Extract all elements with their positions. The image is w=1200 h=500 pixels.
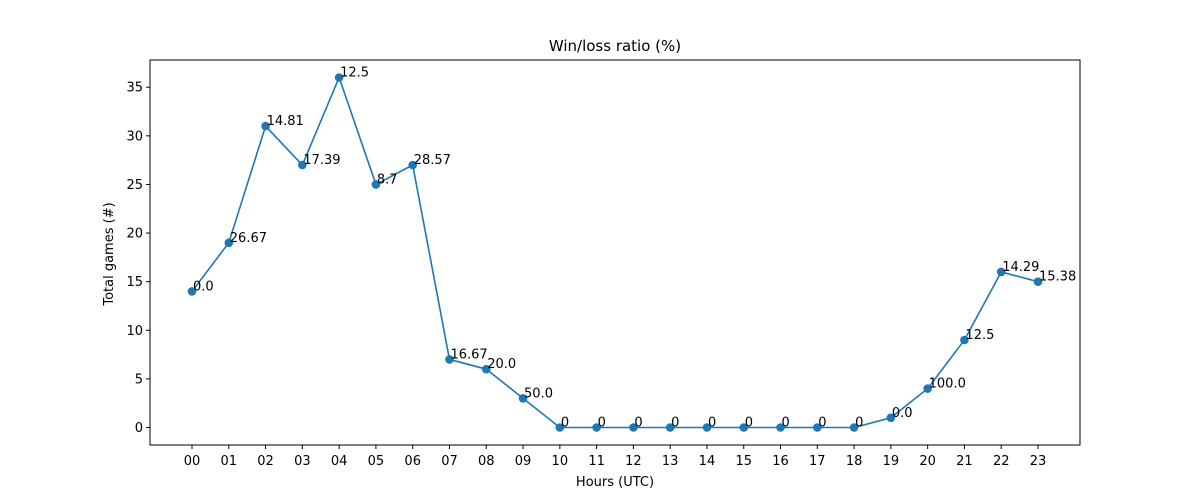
x-tick-label: 12: [625, 454, 642, 469]
data-label: 0: [598, 416, 606, 431]
data-point: [629, 423, 638, 432]
data-point: [224, 238, 234, 248]
data-label: 12.5: [965, 328, 994, 343]
data-label: 20.0: [487, 357, 516, 372]
x-tick-label: 22: [993, 454, 1010, 469]
y-tick-label: 15: [126, 275, 143, 290]
x-tick-label: 19: [883, 454, 900, 469]
data-label: 8.7: [377, 172, 398, 187]
data-point: [334, 73, 344, 82]
x-axis-label: Hours (UTC): [576, 475, 654, 490]
data-point: [408, 160, 417, 170]
data-label: 0: [782, 416, 790, 431]
x-tick-label: 07: [441, 454, 458, 469]
y-tick-label: 30: [126, 129, 143, 144]
y-tick-label: 10: [126, 324, 143, 339]
data-label: 100.0: [929, 377, 966, 392]
chart-title: Win/loss ratio (%): [549, 37, 681, 55]
data-label: 15.38: [1039, 270, 1076, 285]
data-point: [923, 384, 932, 393]
data-point: [1033, 277, 1043, 286]
x-tick-label: 05: [368, 454, 385, 469]
x-tick-label: 21: [956, 454, 973, 469]
x-tick-label: 03: [294, 454, 311, 469]
data-label: 0: [745, 416, 753, 431]
plot-frame: [149, 59, 1081, 446]
data-label: 26.67: [230, 231, 267, 246]
x-tick-label: 23: [1030, 454, 1047, 469]
data-point: [665, 423, 675, 432]
data-point: [813, 423, 822, 432]
x-tick-label: 14: [699, 454, 716, 469]
data-label: 17.39: [303, 153, 340, 168]
data-label: 14.81: [267, 114, 304, 129]
data-point: [739, 423, 749, 432]
series-line: [191, 75, 1039, 429]
data-point: [849, 423, 859, 432]
y-tick-label: 25: [126, 178, 143, 193]
x-tick-label: 10: [552, 454, 569, 469]
data-label: 0: [818, 416, 826, 431]
x-tick-label: 08: [478, 454, 495, 469]
data-point: [445, 355, 454, 364]
data-point: [886, 413, 896, 423]
data-label: 0: [561, 416, 569, 431]
x-tick-label: 01: [221, 454, 238, 469]
data-label: 12.5: [340, 66, 369, 81]
x-tick-label: 00: [184, 454, 201, 469]
x-tick-label: 11: [588, 454, 605, 469]
data-point: [555, 423, 565, 432]
data-label: 0.0: [193, 279, 214, 294]
data-point: [298, 160, 307, 170]
data-point: [371, 180, 381, 189]
data-label: 0: [855, 416, 863, 431]
data-point: [776, 423, 785, 432]
data-label: 14.29: [1002, 260, 1039, 275]
x-tick-label: 17: [809, 454, 826, 469]
x-tick-label: 16: [772, 454, 789, 469]
data-label: 0: [671, 416, 679, 431]
x-tick-label: 09: [515, 454, 532, 469]
x-tick-label: 02: [257, 454, 274, 469]
data-point: [261, 121, 270, 131]
data-point: [960, 335, 969, 345]
data-point: [187, 287, 197, 296]
x-tick-label: 06: [404, 454, 421, 469]
data-label: 50.0: [524, 386, 553, 401]
data-label: 0: [708, 416, 716, 431]
y-tick-label: 5: [135, 372, 143, 387]
data-label: 28.57: [414, 153, 451, 168]
y-tick-label: 0: [135, 421, 143, 436]
x-tick-label: 20: [919, 454, 936, 469]
data-point: [702, 423, 712, 432]
x-tick-label: 18: [846, 454, 863, 469]
data-label: 0.0: [892, 406, 913, 421]
data-point: [592, 423, 601, 432]
x-tick-label: 04: [331, 454, 348, 469]
y-axis-label: Total games (#): [102, 202, 117, 306]
data-point: [518, 394, 528, 403]
data-point: [481, 364, 491, 374]
data-label: 0: [634, 416, 642, 431]
y-tick-label: 35: [126, 81, 143, 96]
x-tick-label: 13: [662, 454, 679, 469]
data-point: [996, 267, 1006, 277]
x-tick-label: 15: [735, 454, 752, 469]
y-tick-label: 20: [126, 227, 143, 242]
data-label: 16.67: [450, 347, 487, 362]
